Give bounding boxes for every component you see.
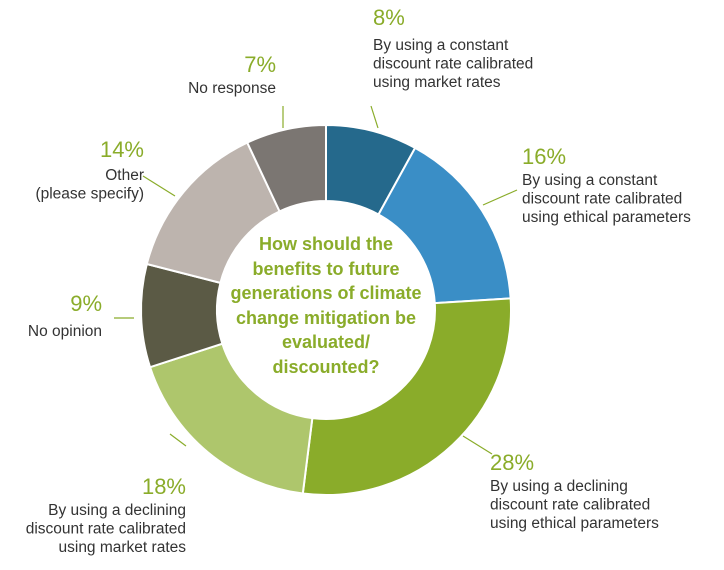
leader-line-3 bbox=[462, 435, 493, 455]
donut-slice-7 bbox=[245, 123, 327, 213]
leader-line-4 bbox=[169, 433, 187, 447]
slice-label-1: By using a constant discount rate calibra… bbox=[373, 37, 533, 91]
leader-line-2 bbox=[482, 189, 518, 206]
slice-label-7: No response bbox=[188, 80, 276, 97]
slice-label-2: By using a constant discount rate calibra… bbox=[522, 172, 691, 226]
slice-percent-6: 14% bbox=[100, 137, 144, 162]
slice-percent-4: 18% bbox=[142, 474, 186, 499]
slice-percent-5: 9% bbox=[70, 291, 102, 316]
slice-label-3: By using a declining discount rate calibr… bbox=[490, 478, 659, 532]
slice-percent-1: 8% bbox=[373, 5, 405, 30]
slice-label-6: Other (please specify) bbox=[35, 167, 144, 203]
slice-label-5: No opinion bbox=[28, 323, 102, 340]
slice-labels: 8% By using a constant discount rate calib… bbox=[26, 5, 691, 556]
slice-percent-7: 7% bbox=[244, 52, 276, 77]
leader-line-1 bbox=[370, 105, 379, 129]
donut-slices bbox=[140, 123, 512, 496]
center-title: How should the benefits to future genera… bbox=[230, 234, 422, 377]
slice-percent-2: 16% bbox=[522, 144, 566, 169]
slice-label-4: By using a declining discount rate calibr… bbox=[26, 502, 187, 556]
leader-lines bbox=[114, 105, 518, 455]
leader-line-6 bbox=[142, 175, 176, 197]
slice-percent-3: 28% bbox=[490, 450, 534, 475]
donut-slice-3 bbox=[301, 297, 512, 496]
